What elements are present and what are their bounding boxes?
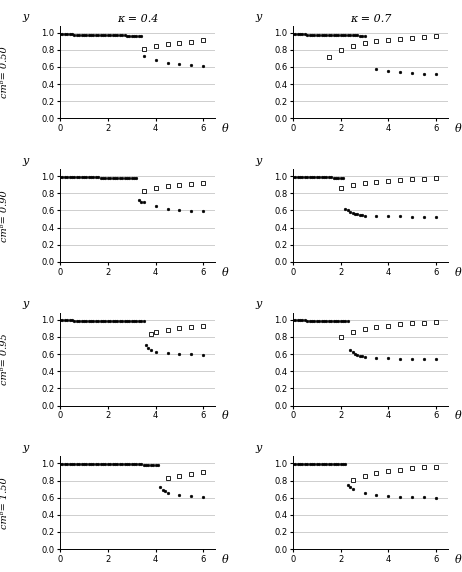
- Text: θ: θ: [221, 555, 228, 565]
- Text: θ: θ: [221, 124, 228, 134]
- Text: y: y: [23, 443, 29, 453]
- Text: θ: θ: [454, 411, 461, 421]
- Text: y: y: [255, 299, 262, 309]
- Text: y: y: [255, 443, 262, 453]
- Text: cmᵇ= 0.95: cmᵇ= 0.95: [0, 333, 9, 385]
- Text: θ: θ: [454, 124, 461, 134]
- Text: θ: θ: [221, 411, 228, 421]
- Title: κ = 0.4: κ = 0.4: [117, 14, 158, 23]
- Text: θ: θ: [454, 555, 461, 565]
- Title: κ = 0.7: κ = 0.7: [350, 14, 391, 23]
- Text: cmᵇ= 0.50: cmᵇ= 0.50: [0, 46, 9, 98]
- Text: y: y: [23, 12, 29, 22]
- Text: θ: θ: [221, 268, 228, 277]
- Text: cmᵇ= 1.50: cmᵇ= 1.50: [0, 477, 9, 529]
- Text: y: y: [255, 12, 262, 22]
- Text: θ: θ: [454, 268, 461, 277]
- Text: y: y: [255, 156, 262, 166]
- Text: y: y: [23, 299, 29, 309]
- Text: y: y: [23, 156, 29, 166]
- Text: cmᵇ= 0.90: cmᵇ= 0.90: [0, 190, 9, 241]
